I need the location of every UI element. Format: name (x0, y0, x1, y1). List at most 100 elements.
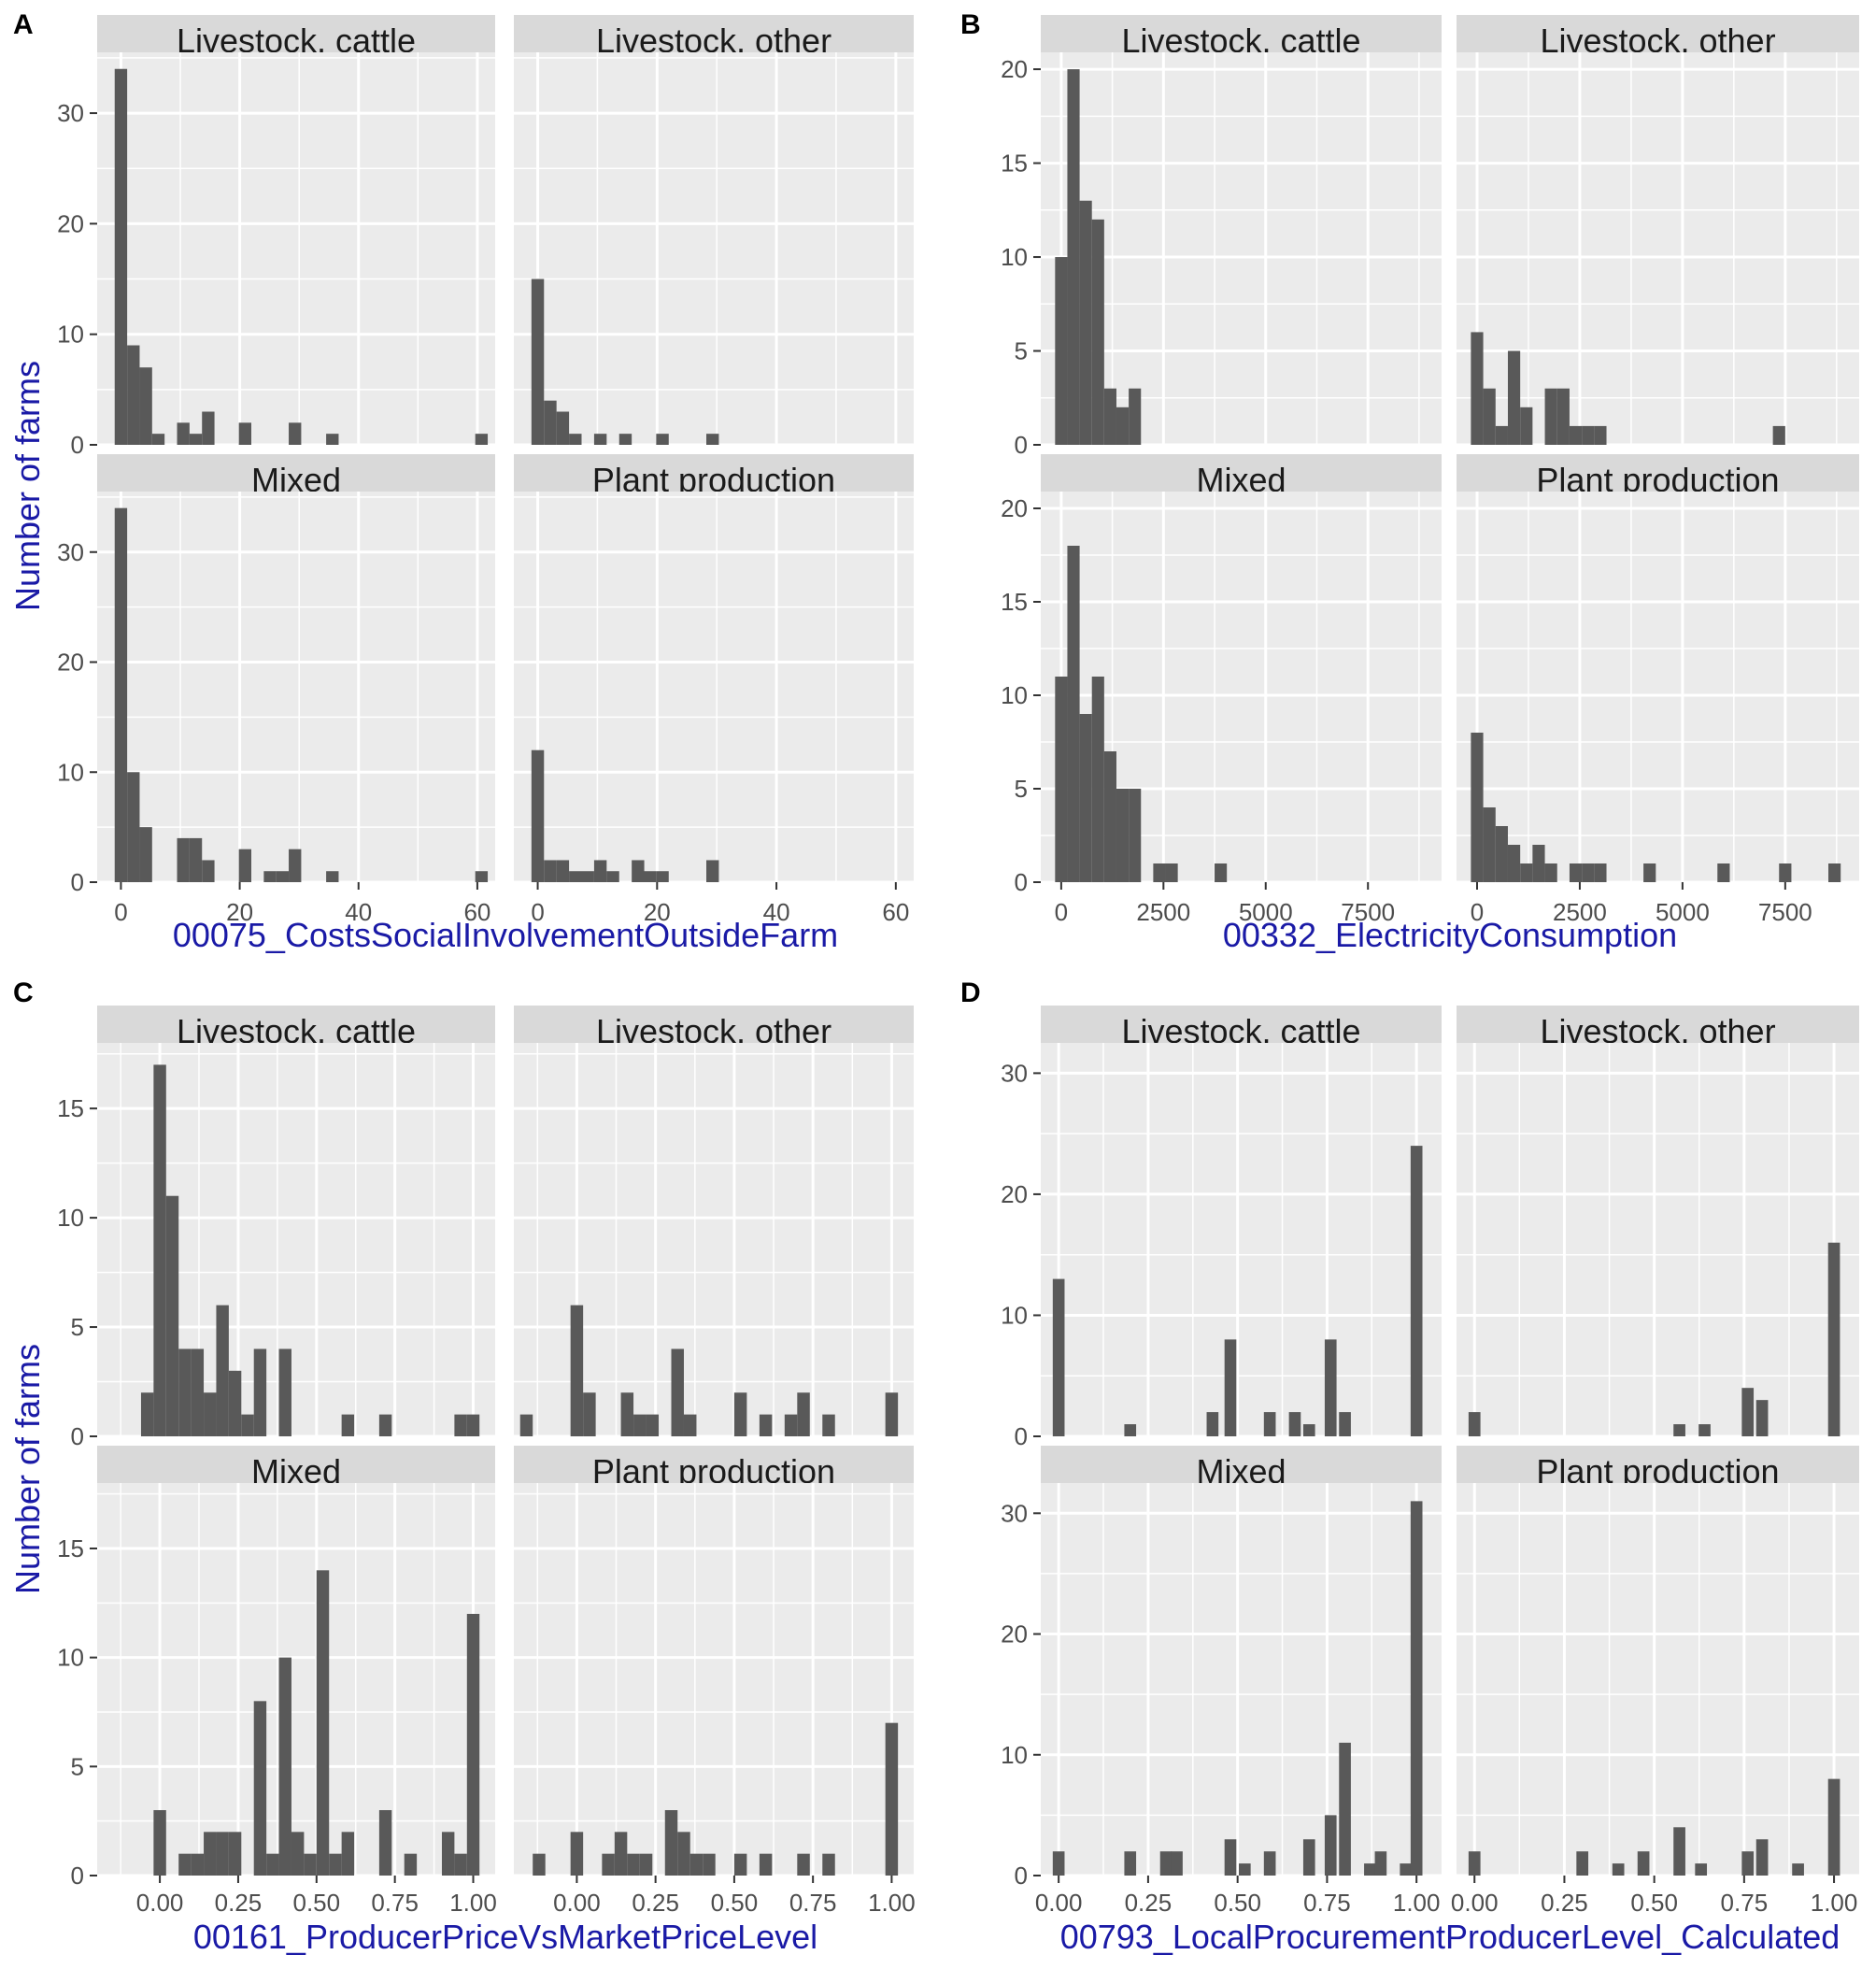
histogram-bar (1052, 1851, 1065, 1876)
y-tick-label: 10 (1001, 1741, 1028, 1769)
histogram-bar (475, 871, 489, 882)
x-tick-label: 0.75 (371, 1889, 419, 1917)
histogram-bar (1532, 845, 1545, 882)
x-tick-label: 0.50 (1214, 1889, 1261, 1917)
histogram-bar (1339, 1742, 1351, 1876)
histogram-bar (278, 1348, 291, 1436)
histogram-bar (1091, 219, 1104, 445)
histogram-bar (1507, 845, 1521, 882)
histogram-bar (1364, 1863, 1376, 1876)
y-tick-label: 15 (57, 1534, 84, 1562)
histogram-bar (885, 1392, 899, 1436)
histogram-bar (238, 422, 251, 445)
histogram-bar (1520, 863, 1533, 882)
histogram-bar (1079, 200, 1092, 445)
plot-background (1041, 52, 1442, 445)
y-tick-label: 10 (1001, 1301, 1028, 1329)
histogram-bar (316, 1570, 330, 1876)
x-tick-label: 7500 (1758, 898, 1812, 926)
plot-background (1457, 1043, 1859, 1436)
histogram-bar (1091, 677, 1104, 882)
y-tick-label: 10 (57, 1204, 84, 1232)
histogram-bar (1153, 863, 1166, 882)
plot-background (97, 52, 495, 445)
histogram-bar (1544, 863, 1557, 882)
histogram-bar (1410, 1146, 1423, 1436)
histogram-bar (1400, 1863, 1413, 1876)
histogram-bar (177, 422, 190, 445)
x-tick-label: 2500 (1553, 898, 1607, 926)
histogram-bar (569, 434, 582, 445)
y-tick-label: 5 (1015, 337, 1028, 365)
histogram-bar (531, 278, 545, 445)
histogram-bar (329, 1853, 342, 1876)
x-tick-label: 0.25 (632, 1889, 679, 1917)
histogram-bar (583, 1392, 596, 1436)
x-tick-label: 0.25 (1541, 1889, 1588, 1917)
histogram-bar (1495, 425, 1508, 445)
histogram-bar (1755, 1400, 1769, 1436)
histogram-bar (759, 1853, 773, 1876)
histogram-bar (404, 1853, 418, 1876)
histogram-bar (291, 1832, 305, 1876)
plot-background (1457, 52, 1859, 445)
histogram-bar (1594, 425, 1607, 445)
histogram-bar (204, 1392, 217, 1436)
histogram-bar (556, 860, 570, 882)
histogram-bar (1495, 826, 1508, 882)
histogram-bar (703, 1853, 716, 1876)
histogram-bar (544, 400, 557, 445)
histogram-bar (556, 411, 570, 445)
histogram-bar (1569, 863, 1583, 882)
x-tick-label: 60 (463, 898, 490, 926)
histogram-bar (1576, 1851, 1589, 1876)
histogram-bar (139, 367, 152, 445)
histogram-bar (639, 1853, 653, 1876)
histogram-bar (454, 1414, 467, 1436)
histogram-bar (656, 871, 669, 882)
histogram-bar (1612, 1863, 1625, 1876)
histogram-bar (1556, 388, 1570, 445)
x-axis-title: 00075_CostsSocialInvolvementOutsideFarm (173, 916, 838, 954)
y-tick-label: 20 (1001, 1620, 1028, 1648)
histogram-bar (784, 1414, 798, 1436)
histogram-bar (153, 1064, 166, 1436)
histogram-bar (822, 1853, 835, 1876)
y-tick-label: 10 (1001, 243, 1028, 271)
histogram-bar (570, 1305, 584, 1436)
histogram-bar (216, 1305, 229, 1436)
histogram-bar (202, 411, 215, 445)
histogram-bar (1129, 789, 1142, 882)
x-tick-label: 0.00 (553, 1889, 601, 1917)
histogram-bar (1116, 407, 1130, 445)
histogram-bar (1410, 1501, 1423, 1876)
histogram-bar (140, 1392, 154, 1436)
histogram-bar (1544, 388, 1557, 445)
x-tick-label: 1.00 (1393, 1889, 1441, 1917)
x-tick-label: 0.00 (1035, 1889, 1083, 1917)
x-tick-label: 0.50 (1630, 1889, 1678, 1917)
histogram-bar (1673, 1424, 1685, 1436)
histogram-bar (1052, 1278, 1065, 1436)
histogram-bar (341, 1414, 355, 1436)
histogram-bar (191, 1348, 205, 1436)
histogram-bar (127, 772, 140, 882)
histogram-bar (677, 1832, 690, 1876)
histogram-bar (1828, 863, 1841, 882)
histogram-bar (1224, 1839, 1237, 1876)
histogram-bar (454, 1853, 467, 1876)
histogram-bar (1695, 1863, 1708, 1876)
y-tick-label: 0 (1015, 868, 1028, 896)
histogram-bar (620, 1392, 634, 1436)
x-tick-label: 7500 (1341, 898, 1395, 926)
histogram-bar (1471, 332, 1484, 445)
x-tick-label: 0.75 (789, 1889, 837, 1917)
histogram-bar (178, 1348, 192, 1436)
histogram-bar (570, 1832, 584, 1876)
y-tick-label: 30 (57, 538, 84, 566)
